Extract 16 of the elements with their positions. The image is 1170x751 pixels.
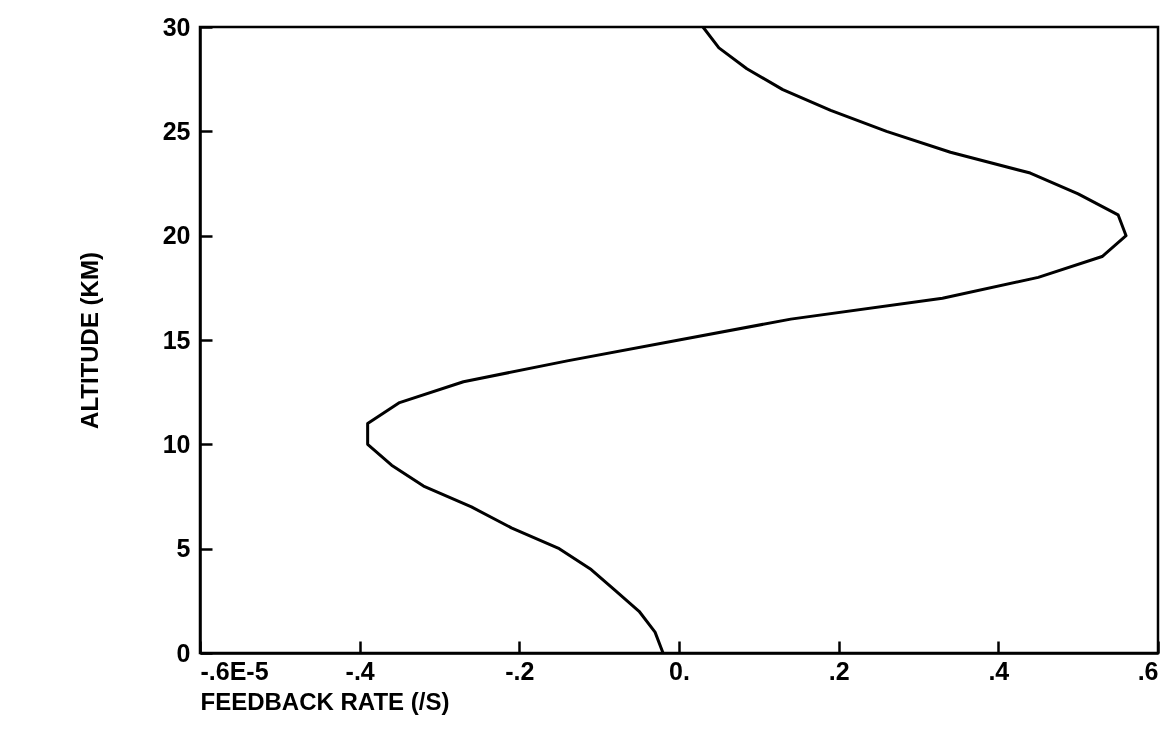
y-axis-title: ALTITUDE (KM) [75,252,103,429]
x-tick-label: 0. [669,656,690,685]
x-tick-label: .4 [988,656,1010,685]
x-tick-label: -.4 [345,656,375,685]
x-tick-label: .2 [828,656,850,685]
y-tick-label: 15 [162,325,191,354]
y-tick-label: 25 [162,116,191,145]
y-tick-label: 10 [162,429,191,458]
y-tick-label: 30 [162,12,191,41]
y-tick-label: 5 [176,534,191,563]
y-tick-label: 0 [176,638,191,667]
x-tick-label: .6 [1137,656,1159,685]
x-axis-title: FEEDBACK RATE (/S) [200,687,450,715]
y-tick-label: 20 [162,221,191,250]
x-tick-label: -.2 [505,656,535,685]
x-tick-label: -.6E-5 [200,656,269,685]
